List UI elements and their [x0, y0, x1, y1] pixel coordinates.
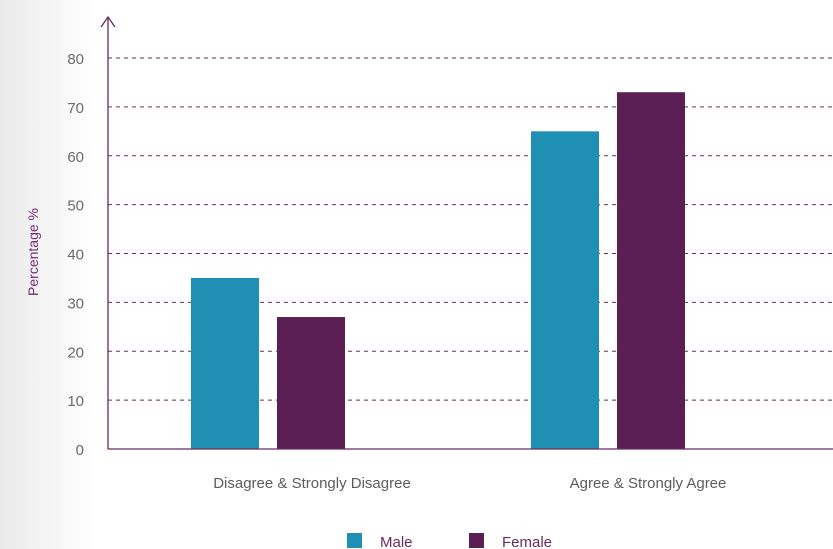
y-axis-arrow: [100, 15, 116, 28]
bar-male: [191, 277, 259, 449]
bar-female: [617, 92, 685, 450]
y-tick-label: 20: [67, 344, 84, 361]
y-tick-label: 80: [67, 51, 84, 68]
y-tick-label: 0: [76, 442, 84, 459]
bars: [191, 92, 685, 450]
category-label: Disagree & Strongly Disagree: [213, 475, 411, 492]
y-tick-label: 30: [67, 295, 84, 312]
legend: Male Female: [347, 533, 552, 549]
y-tick-label: 50: [67, 198, 84, 215]
category-labels: Disagree & Strongly Disagree Agree & Stro…: [213, 475, 726, 492]
side-shading: [0, 0, 98, 549]
legend-swatch-female: [469, 533, 484, 548]
y-tick-label: 10: [67, 393, 84, 410]
axes: [100, 15, 833, 450]
bar-male: [531, 131, 599, 449]
bar-female: [277, 317, 345, 449]
y-axis-label: Percentage %: [25, 208, 41, 296]
y-tick-label: 70: [67, 100, 84, 117]
legend-swatch-male: [347, 533, 362, 548]
y-tick-labels: 0 10 20 30 40 50 60 70 80: [67, 51, 84, 459]
legend-label-female: Female: [502, 534, 552, 549]
legend-label-male: Male: [380, 534, 413, 549]
category-label: Agree & Strongly Agree: [570, 475, 727, 492]
y-tick-label: 60: [67, 149, 84, 166]
y-tick-label: 40: [67, 247, 84, 264]
